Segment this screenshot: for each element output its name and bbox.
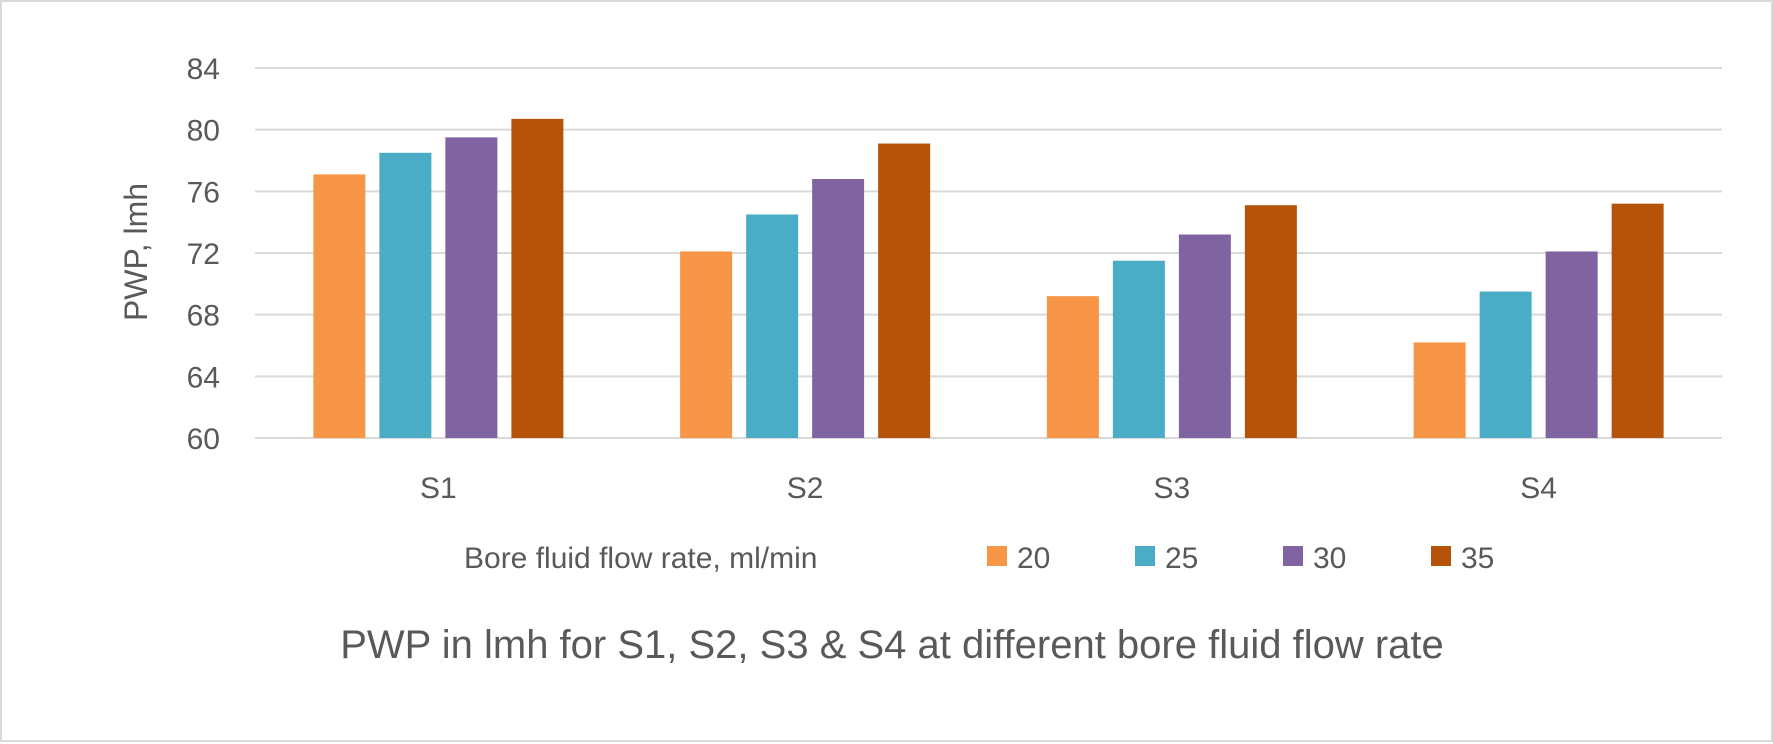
legend-items: 20 25 30 35 bbox=[987, 542, 1494, 575]
bar-S1-20 bbox=[313, 174, 366, 438]
bar-S2-25 bbox=[746, 214, 799, 438]
bar-S1-35 bbox=[511, 118, 564, 438]
x-axis-category-labels: S1 S2 S3 S4 bbox=[420, 472, 1557, 505]
x-category-label-S4: S4 bbox=[1520, 472, 1557, 505]
gridlines bbox=[255, 67, 1722, 439]
bar-S2-20 bbox=[680, 251, 733, 438]
legend-label-30: 30 bbox=[1313, 542, 1346, 575]
legend-label-20: 20 bbox=[1017, 542, 1050, 575]
x-category-label-S2: S2 bbox=[787, 472, 824, 505]
y-tick-label-64: 64 bbox=[187, 361, 220, 394]
y-tick-label-60: 60 bbox=[187, 423, 220, 456]
bar-S4-30 bbox=[1545, 251, 1598, 438]
legend-swatch-35 bbox=[1431, 546, 1451, 566]
bar-S3-20 bbox=[1046, 296, 1099, 438]
bar-S1-25 bbox=[379, 152, 432, 438]
bars bbox=[313, 118, 1664, 438]
y-axis-tick-labels: 60 64 68 72 76 80 84 bbox=[187, 53, 220, 456]
legend-title: Bore fluid flow rate, ml/min bbox=[464, 542, 817, 575]
legend-label-35: 35 bbox=[1461, 542, 1494, 575]
bar-S1-30 bbox=[445, 137, 498, 438]
legend-swatch-30 bbox=[1283, 546, 1303, 566]
bar-S2-35 bbox=[878, 143, 931, 438]
bar-S3-30 bbox=[1178, 234, 1231, 438]
bar-S4-20 bbox=[1413, 342, 1466, 438]
bar-S4-35 bbox=[1611, 203, 1664, 438]
y-axis-title: PWP, lmh bbox=[118, 183, 154, 321]
x-category-label-S3: S3 bbox=[1154, 472, 1191, 505]
bar-S3-35 bbox=[1244, 205, 1297, 438]
x-category-label-S1: S1 bbox=[420, 472, 457, 505]
y-tick-label-72: 72 bbox=[187, 238, 220, 271]
legend-label-25: 25 bbox=[1165, 542, 1198, 575]
y-tick-label-68: 68 bbox=[187, 300, 220, 333]
y-tick-label-80: 80 bbox=[187, 115, 220, 148]
chart-title: PWP in lmh for S1, S2, S3 & S4 at differ… bbox=[340, 623, 1444, 667]
bar-S4-25 bbox=[1479, 291, 1532, 438]
y-tick-label-76: 76 bbox=[187, 176, 220, 209]
legend-swatch-20 bbox=[987, 546, 1007, 566]
y-tick-label-84: 84 bbox=[187, 53, 220, 86]
bar-S2-30 bbox=[812, 179, 865, 438]
legend-swatch-25 bbox=[1135, 546, 1155, 566]
bar-S3-25 bbox=[1112, 260, 1165, 438]
legend: Bore fluid flow rate, ml/min 20 25 30 35 bbox=[464, 542, 1494, 575]
